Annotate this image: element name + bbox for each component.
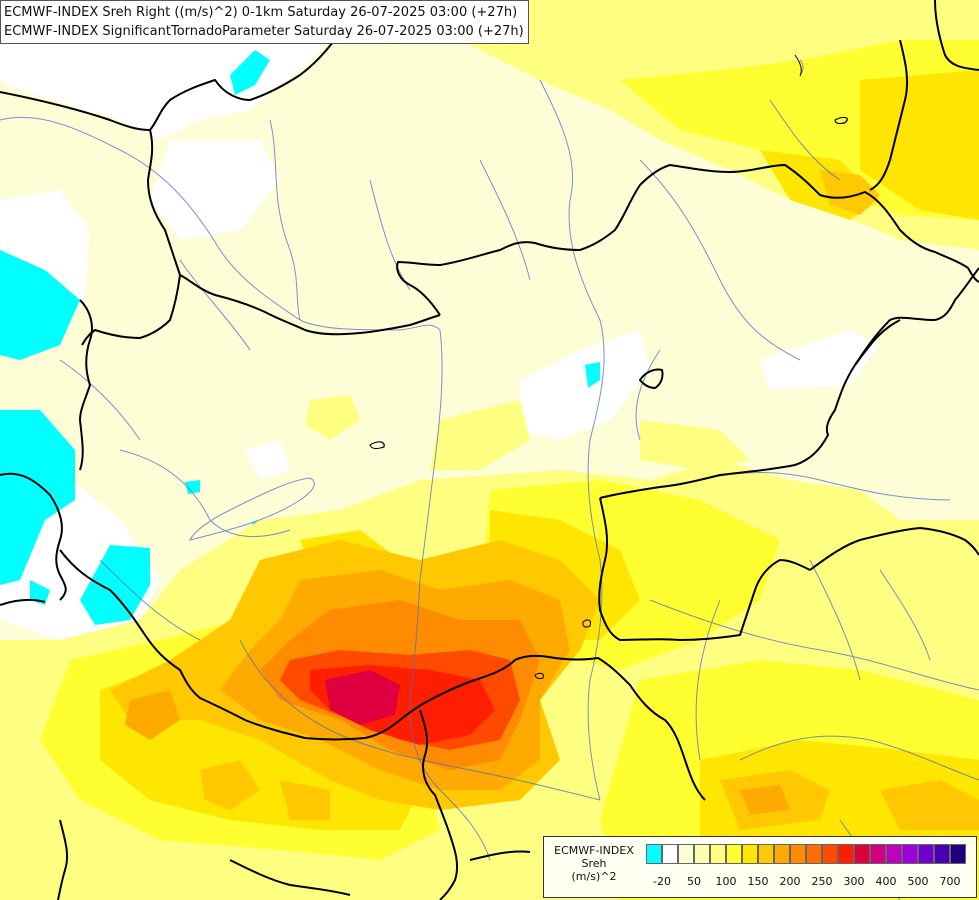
legend-swatch [646,844,662,864]
legend-tick-label: 400 [875,875,897,888]
legend-swatch [662,844,678,864]
legend-ticks: -20 50 100 150 200 250 300 400 500 700 [646,875,968,889]
legend-swatch [822,844,838,864]
legend-swatch [758,844,774,864]
legend-title: ECMWF-INDEX Sreh (m/s)^2 [544,844,644,883]
legend-tick-label: 250 [811,875,833,888]
legend-swatch [710,844,726,864]
legend-tick-label: -20 [653,875,671,888]
color-legend: ECMWF-INDEX Sreh (m/s)^2 -20 50 100 150 200 2… [543,836,977,898]
title-line-1: ECMWF-INDEX Sreh Right ((m/s)^2) 0-1km S… [4,5,518,20]
legend-swatch [806,844,822,864]
legend-tick-label: 500 [907,875,929,888]
legend-tick-label: 700 [939,875,961,888]
legend-title-line-3: (m/s)^2 [571,870,617,883]
legend-tick-label: 150 [747,875,769,888]
legend-swatch [934,844,950,864]
legend-tick-label: 200 [779,875,801,888]
legend-swatch [838,844,854,864]
legend-tick-label: 50 [687,875,701,888]
legend-swatch [902,844,918,864]
legend-swatch [870,844,886,864]
legend-title-line-1: ECMWF-INDEX [554,844,634,857]
legend-swatch [918,844,934,864]
crimson-core-region [325,670,400,725]
chart-title-box: ECMWF-INDEX Sreh Right ((m/s)^2) 0-1km S… [0,0,529,44]
legend-swatches [646,844,966,864]
legend-swatch [742,844,758,864]
lakes [369,54,848,680]
legend-swatch [694,844,710,864]
legend-swatch [678,844,694,864]
legend-title-line-2: Sreh [581,857,607,870]
legend-swatch [854,844,870,864]
legend-tick-label: 100 [715,875,737,888]
legend-swatch [950,844,966,864]
legend-swatch [886,844,902,864]
rivers [0,59,979,900]
legend-tick-label: 300 [843,875,865,888]
legend-swatch [774,844,790,864]
title-line-2: ECMWF-INDEX SignificantTornadoParameter … [4,24,524,39]
legend-swatch [726,844,742,864]
legend-swatch [790,844,806,864]
